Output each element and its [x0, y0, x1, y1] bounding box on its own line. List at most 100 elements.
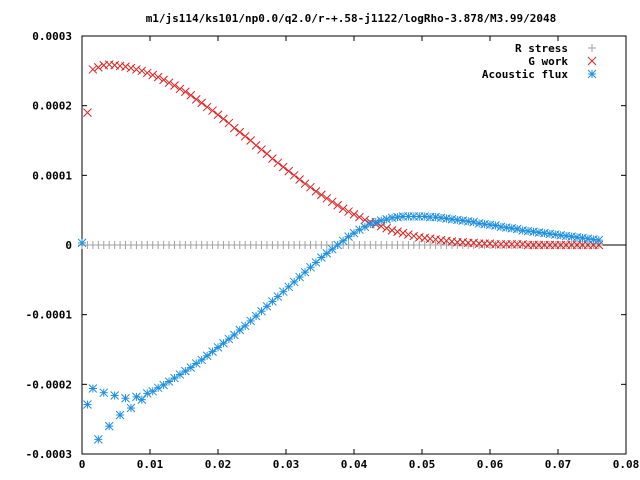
- data-point: [186, 363, 196, 372]
- data-point: [317, 190, 326, 200]
- x-tick-label: 0.04: [341, 458, 368, 471]
- data-point: [349, 228, 359, 238]
- data-point: [142, 389, 152, 398]
- data-point: [284, 166, 294, 176]
- y-tick-label: 0.0003: [32, 30, 72, 43]
- data-point: [382, 214, 391, 224]
- data-point: [355, 212, 364, 222]
- data-point: [197, 98, 207, 108]
- data-point: [175, 84, 185, 94]
- data-point: [202, 351, 212, 361]
- data-point: [311, 187, 321, 196]
- data-point: [235, 325, 245, 335]
- data-point: [213, 110, 223, 120]
- data-point: [164, 78, 174, 88]
- data-point: [224, 334, 234, 344]
- data-point: [360, 215, 370, 225]
- series-2: [77, 212, 604, 444]
- data-point: [115, 410, 125, 420]
- data-point: [191, 95, 201, 104]
- data-marks: [77, 60, 604, 444]
- data-point: [371, 217, 381, 227]
- legend-label: Acoustic flux: [482, 68, 568, 81]
- x-tick-label: 0.06: [477, 458, 504, 471]
- x-tick-label: 0.08: [613, 458, 640, 471]
- data-point: [257, 145, 266, 154]
- data-point: [213, 343, 223, 352]
- data-point: [300, 179, 310, 189]
- data-point: [322, 249, 332, 258]
- data-point: [142, 68, 152, 78]
- x-tick-label: 0: [79, 458, 86, 471]
- y-tick-label: 0: [65, 239, 72, 252]
- data-point: [338, 236, 348, 246]
- data-point: [148, 70, 158, 80]
- legend-marker: [587, 69, 597, 79]
- data-point: [126, 403, 136, 413]
- data-point: [409, 231, 419, 241]
- data-point: [208, 347, 217, 356]
- y-tick-label: 0.0001: [32, 169, 72, 182]
- data-point: [83, 108, 92, 117]
- data-point: [148, 386, 158, 396]
- data-point: [170, 81, 179, 90]
- data-point: [251, 141, 261, 150]
- data-point: [137, 66, 147, 76]
- data-point: [77, 238, 87, 248]
- data-point: [104, 421, 114, 431]
- y-tick-label: -0.0002: [26, 378, 72, 391]
- data-point: [289, 170, 299, 180]
- x-tick-label: 0.07: [545, 458, 572, 471]
- legend-marker: [588, 44, 596, 52]
- data-point: [420, 212, 430, 221]
- data-point: [512, 224, 522, 234]
- data-point: [219, 338, 228, 348]
- data-point: [164, 377, 174, 386]
- data-point: [491, 221, 500, 230]
- legend-marker: [587, 56, 597, 66]
- data-point: [349, 209, 359, 219]
- data-point: [257, 306, 266, 316]
- chart-title: m1/js114/ks101/np0.0/q2.0/r-+.58-j1122/l…: [146, 12, 557, 25]
- data-point: [229, 123, 239, 133]
- data-point: [376, 216, 386, 225]
- data-point: [344, 232, 353, 241]
- data-point: [88, 65, 98, 74]
- data-point: [93, 435, 103, 444]
- data-point: [404, 230, 413, 239]
- data-point: [268, 154, 277, 163]
- data-point: [398, 228, 408, 238]
- data-point: [453, 215, 462, 225]
- data-point: [273, 158, 283, 168]
- data-point: [153, 72, 163, 82]
- data-point: [186, 90, 196, 100]
- data-point: [93, 62, 103, 72]
- data-point: [159, 380, 168, 390]
- series-1: [83, 60, 604, 250]
- data-point: [327, 244, 337, 254]
- data-point: [219, 114, 228, 124]
- axis-ticks: 0 0.01 0.02 0.03 0.04 0.05 0.06 0.07 0.08 -0.0003…: [26, 30, 640, 471]
- data-point: [170, 373, 179, 383]
- x-tick-label: 0.05: [409, 458, 436, 471]
- data-point: [594, 235, 604, 245]
- data-point: [393, 227, 402, 237]
- data-point: [387, 226, 397, 235]
- data-point: [175, 370, 185, 379]
- data-point: [278, 287, 288, 297]
- data-point: [121, 62, 130, 72]
- legend-label: G work: [528, 55, 568, 68]
- data-point: [181, 366, 190, 376]
- data-point: [197, 355, 207, 365]
- data-point: [333, 240, 343, 250]
- data-point: [295, 175, 304, 184]
- data-point: [235, 127, 245, 137]
- data-point: [317, 253, 326, 262]
- data-point: [121, 393, 130, 403]
- y-tick-label: -0.0003: [26, 448, 72, 461]
- data-point: [322, 193, 332, 203]
- data-point: [191, 359, 201, 368]
- data-point: [278, 162, 288, 172]
- data-point: [83, 400, 92, 409]
